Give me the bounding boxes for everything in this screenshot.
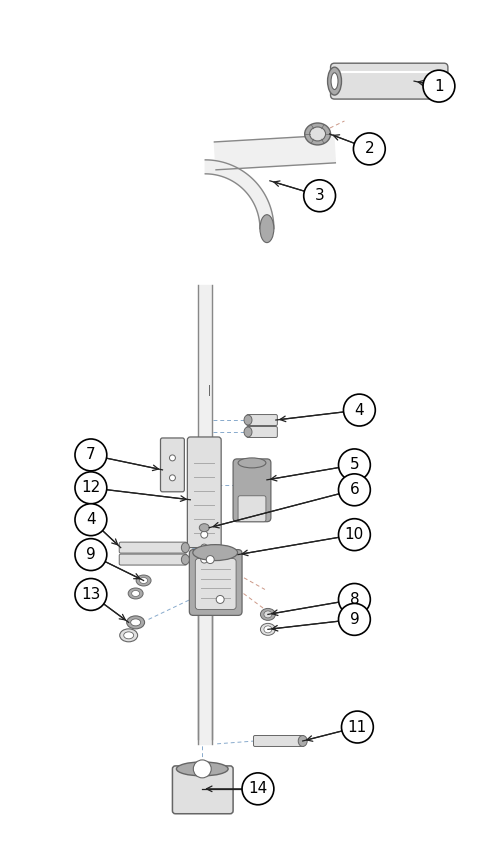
Circle shape xyxy=(75,539,107,571)
Ellipse shape xyxy=(238,458,266,468)
Text: 10: 10 xyxy=(345,527,364,542)
Circle shape xyxy=(216,595,224,603)
FancyBboxPatch shape xyxy=(188,437,221,547)
Ellipse shape xyxy=(193,545,238,560)
Ellipse shape xyxy=(132,590,140,596)
Circle shape xyxy=(201,556,207,563)
Ellipse shape xyxy=(140,577,147,583)
FancyBboxPatch shape xyxy=(160,438,184,492)
FancyBboxPatch shape xyxy=(330,63,448,99)
Text: 12: 12 xyxy=(82,480,100,495)
FancyBboxPatch shape xyxy=(254,735,304,746)
Polygon shape xyxy=(206,160,274,228)
Ellipse shape xyxy=(260,608,276,620)
Circle shape xyxy=(75,504,107,535)
Circle shape xyxy=(338,474,370,505)
Circle shape xyxy=(423,70,455,102)
Ellipse shape xyxy=(176,762,228,776)
Ellipse shape xyxy=(244,415,252,425)
Text: 11: 11 xyxy=(348,720,367,734)
Text: 13: 13 xyxy=(81,587,100,602)
Circle shape xyxy=(344,394,376,426)
Ellipse shape xyxy=(304,123,330,145)
Polygon shape xyxy=(198,286,212,739)
Ellipse shape xyxy=(298,735,307,746)
FancyBboxPatch shape xyxy=(172,766,233,813)
Circle shape xyxy=(201,544,207,551)
FancyBboxPatch shape xyxy=(246,426,278,438)
Circle shape xyxy=(338,449,370,480)
Text: 9: 9 xyxy=(350,612,360,627)
FancyBboxPatch shape xyxy=(190,550,242,615)
Text: 6: 6 xyxy=(350,482,360,498)
Text: 1: 1 xyxy=(434,79,444,94)
Text: 14: 14 xyxy=(248,782,268,796)
Text: 9: 9 xyxy=(86,547,96,562)
Ellipse shape xyxy=(126,616,144,629)
Ellipse shape xyxy=(331,73,338,89)
FancyBboxPatch shape xyxy=(196,559,236,609)
Ellipse shape xyxy=(200,523,209,532)
FancyBboxPatch shape xyxy=(119,554,187,565)
Circle shape xyxy=(170,474,175,480)
FancyBboxPatch shape xyxy=(246,414,278,426)
Ellipse shape xyxy=(244,427,252,437)
Ellipse shape xyxy=(264,611,272,618)
Text: 4: 4 xyxy=(86,512,96,527)
Ellipse shape xyxy=(130,619,140,625)
Circle shape xyxy=(242,773,274,805)
Ellipse shape xyxy=(260,214,274,243)
Polygon shape xyxy=(198,614,212,744)
Circle shape xyxy=(75,472,107,504)
Ellipse shape xyxy=(264,625,272,633)
Circle shape xyxy=(338,603,370,635)
Circle shape xyxy=(194,760,211,778)
Ellipse shape xyxy=(124,631,134,639)
Circle shape xyxy=(201,531,207,538)
Ellipse shape xyxy=(136,575,151,586)
Text: 4: 4 xyxy=(354,402,364,418)
FancyBboxPatch shape xyxy=(233,459,271,522)
Circle shape xyxy=(206,556,214,564)
Circle shape xyxy=(338,519,370,551)
FancyBboxPatch shape xyxy=(119,542,187,553)
Circle shape xyxy=(170,455,175,461)
Ellipse shape xyxy=(120,629,138,642)
Ellipse shape xyxy=(260,624,276,635)
Text: 3: 3 xyxy=(314,188,324,203)
Text: 5: 5 xyxy=(350,457,359,473)
Circle shape xyxy=(338,583,370,615)
FancyBboxPatch shape xyxy=(238,496,266,522)
Text: 8: 8 xyxy=(350,592,359,607)
Circle shape xyxy=(75,439,107,471)
Ellipse shape xyxy=(310,127,326,141)
Circle shape xyxy=(354,133,385,165)
Ellipse shape xyxy=(182,554,190,565)
Circle shape xyxy=(342,711,374,743)
Polygon shape xyxy=(214,135,336,170)
Text: 7: 7 xyxy=(86,447,96,462)
Circle shape xyxy=(304,180,336,212)
Text: 2: 2 xyxy=(364,142,374,156)
Ellipse shape xyxy=(328,67,342,95)
Ellipse shape xyxy=(128,588,143,599)
Circle shape xyxy=(75,578,107,610)
Ellipse shape xyxy=(182,542,190,553)
